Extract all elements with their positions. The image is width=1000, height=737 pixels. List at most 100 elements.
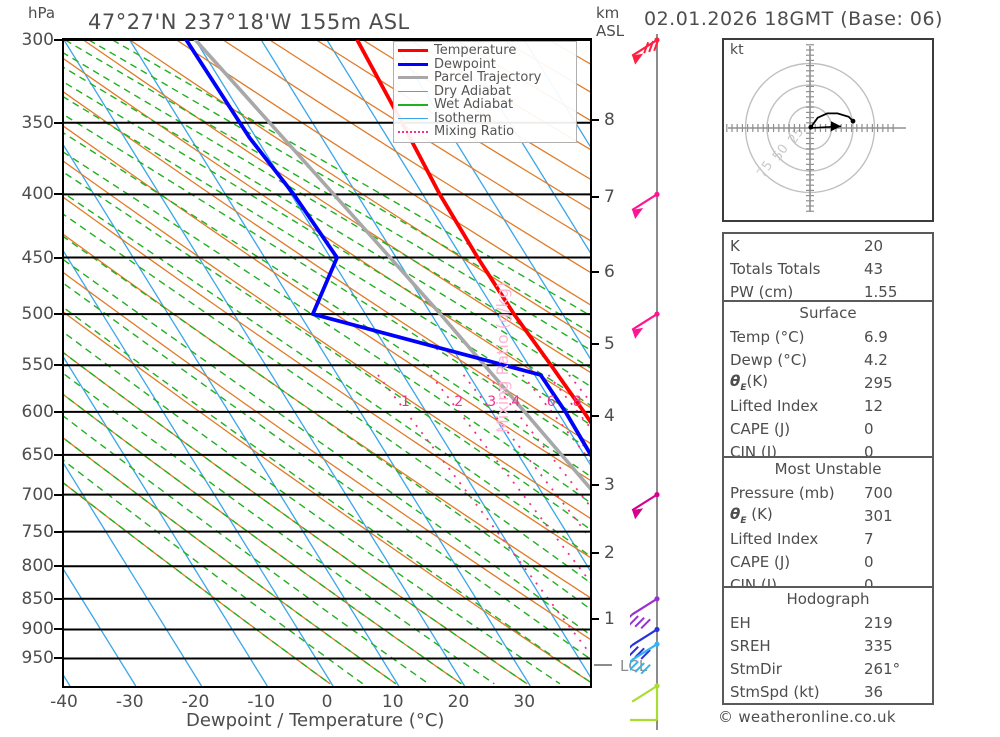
stats-row: K 20 (724, 234, 932, 257)
stats-row: Lifted Index 12 (724, 394, 932, 417)
legend-label: Parcel Trajectory (434, 70, 542, 86)
legend-swatch (398, 130, 428, 133)
wind-barb (622, 641, 660, 675)
stats-table-title: Hodograph (786, 590, 870, 608)
temperature-tick-label: 0 (321, 692, 333, 712)
temperature-tick-label: 30 (513, 692, 536, 712)
height-tick-label: 4 (604, 405, 615, 426)
stats-value: 1.55 (864, 282, 898, 301)
legend-swatch (398, 49, 428, 53)
legend-label: Mixing Ratio (434, 124, 515, 140)
stats-row: SREH 335 (724, 634, 932, 657)
page-title: 47°27'N 237°18'W 155m ASL (88, 10, 410, 34)
wind-barb (631, 492, 660, 520)
mixing-ratio-label: 6 (546, 393, 556, 410)
legend-label: Dry Adiabat (434, 83, 511, 99)
pressure-tick-mark (54, 493, 62, 496)
wind-barb (622, 596, 660, 629)
pressure-tick-mark (54, 565, 62, 568)
legend-item: Temperature (398, 44, 572, 58)
stats-value: 0 (864, 442, 874, 461)
height-tick-label: 2 (604, 542, 615, 563)
pressure-tick-label: 800 (21, 556, 54, 577)
wind-barb (631, 191, 660, 220)
stats-value: 7 (864, 529, 874, 548)
pressure-tick-label: 550 (21, 355, 54, 376)
stats-value: 0 (864, 552, 874, 571)
mixing-ratio-label: 1 (401, 393, 410, 410)
height-tick-mark (590, 118, 599, 121)
height-tick-label: 1 (604, 608, 615, 629)
skewt-diagram[interactable] (62, 38, 592, 688)
stats-key: Temp (°C) (730, 327, 805, 346)
legend-swatch (398, 104, 428, 106)
height-tick-label: 3 (604, 474, 615, 495)
skewt-plot-area (64, 40, 590, 686)
stats-row: Dewp (°C) 4.2 (724, 348, 932, 371)
stats-value: 6.9 (864, 327, 888, 346)
stats-table-hodograph: Hodograph EH 219 SREH 335 StmDir 261° StmSpd (k… (722, 586, 934, 705)
temperature-tick-label: 10 (381, 692, 404, 712)
stats-row: EH 219 (724, 611, 932, 634)
stats-key: Lifted Index (730, 529, 819, 548)
pressure-tick-label: 850 (21, 588, 54, 609)
pressure-tick-label: 500 (21, 304, 54, 325)
pressure-tick-mark (54, 39, 62, 41)
legend-item: Mixing Ratio (398, 125, 572, 139)
stats-value: 20 (864, 236, 884, 255)
stats-key: Pressure (mb) (730, 483, 835, 502)
legend-label: Wet Adiabat (434, 97, 514, 113)
stats-row: StmSpd (kt) 36 (724, 680, 932, 703)
stats-value: 261° (864, 659, 901, 678)
hodograph-ring-label: 50 (770, 142, 792, 164)
pressure-tick-label: 700 (21, 484, 54, 505)
temperature-tick-label: -30 (115, 692, 144, 712)
pressure-tick-mark (54, 410, 62, 413)
pressure-tick-label: 750 (21, 521, 54, 542)
stats-key: StmSpd (kt) (730, 682, 820, 701)
stats-row: CAPE (J) 0 (724, 417, 932, 440)
legend-label: Isotherm (434, 110, 492, 126)
copyright-notice: © weatheronline.co.uk (718, 708, 896, 726)
temperature-tick-label: -20 (181, 692, 210, 712)
height-tick-mark (590, 414, 599, 417)
legend-item: Dry Adiabat (398, 85, 572, 99)
temperature-tick-label: 20 (447, 692, 470, 712)
wind-barb-column (622, 30, 702, 733)
pressure-tick-mark (54, 121, 62, 124)
stats-key: Totals Totals (730, 259, 821, 278)
height-tick-mark (590, 483, 599, 486)
stats-table-title: Most Unstable (774, 460, 882, 478)
stats-row: θE (K) 301 (724, 504, 932, 527)
stats-key: EH (730, 613, 751, 632)
stats-key: CAPE (J) (730, 419, 791, 438)
pressure-tick-mark (54, 313, 62, 316)
pressure-tick-mark (54, 256, 62, 259)
height-tick-mark (590, 343, 599, 346)
stats-table-general: K 20 Totals Totals 43 PW (cm) 1.55 (722, 232, 934, 305)
stats-value: 335 (864, 636, 893, 655)
hodograph-panel[interactable]: 25 50 75 kt (722, 38, 934, 222)
pressure-tick-mark (54, 530, 62, 533)
pressure-tick-mark (54, 657, 62, 660)
stats-value: 0 (864, 419, 874, 438)
stats-row: CAPE (J) 0 (724, 550, 932, 573)
stats-row: Totals Totals 43 (724, 257, 932, 280)
temperature-tick-label: -10 (247, 692, 276, 712)
stats-value: 43 (864, 259, 884, 278)
stats-value: 12 (864, 396, 884, 415)
stats-value: 0 (864, 575, 874, 594)
legend-swatch (398, 76, 428, 80)
stats-row: Lifted Index 7 (724, 527, 932, 550)
height-tick-mark (590, 551, 599, 554)
hodograph-unit-label: kt (730, 42, 744, 58)
mixing-ratio-label: 2 (454, 393, 464, 410)
legend-swatch (398, 62, 428, 66)
height-unit-label-km: km (596, 4, 620, 22)
temperature-tick-label: -40 (50, 692, 78, 712)
height-tick-mark (590, 617, 599, 620)
height-tick-label: 7 (604, 186, 615, 207)
stats-key: θE (K) (730, 505, 773, 526)
